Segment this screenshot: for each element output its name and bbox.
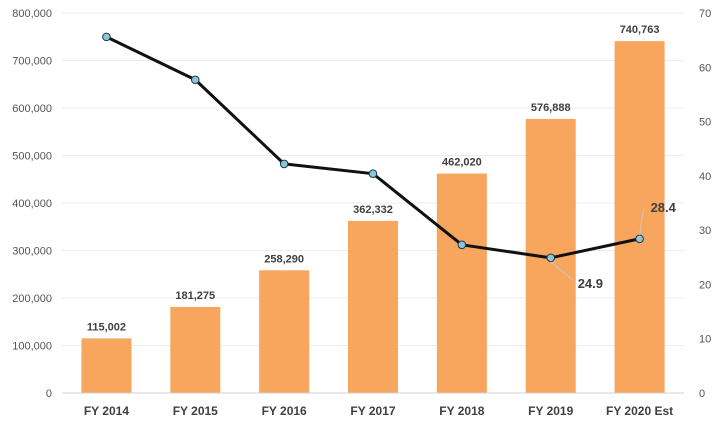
x-axis-tick-label: FY 2015 xyxy=(173,404,218,418)
bar xyxy=(170,306,221,393)
x-axis-tick-label: FY 2017 xyxy=(350,404,395,418)
bar-data-label: 181,275 xyxy=(175,290,215,302)
left-axis-tick-label: 400,000 xyxy=(12,198,52,210)
line-point xyxy=(368,169,378,178)
right-axis: 0 10 20 30 40 50 60 70 xyxy=(699,8,711,400)
line-point xyxy=(546,253,556,263)
left-axis-tick-label: 800,000 xyxy=(12,8,52,20)
bar-data-label: 740,763 xyxy=(620,24,660,36)
bar xyxy=(614,41,665,393)
bar xyxy=(259,270,310,393)
x-axis-tick-label: FY 2020 Est xyxy=(606,404,673,418)
right-axis-tick-label: 20 xyxy=(699,279,711,291)
bar-data-label: 115,002 xyxy=(87,321,126,333)
right-axis-tick-label: 60 xyxy=(699,62,711,74)
bar xyxy=(348,220,398,393)
bar xyxy=(81,338,132,393)
right-axis-tick-label: 30 xyxy=(699,225,711,237)
right-axis-tick-label: 0 xyxy=(699,388,705,400)
line-series xyxy=(102,32,644,263)
right-axis-tick-label: 70 xyxy=(699,8,711,20)
line-point xyxy=(190,75,200,85)
left-axis-tick-label: 0 xyxy=(46,388,52,400)
bar-data-label: 462,020 xyxy=(442,157,482,169)
right-axis-tick-label: 10 xyxy=(699,334,711,346)
gridlines xyxy=(62,12,684,394)
line-data-label: 28.4 xyxy=(651,200,677,215)
left-axis: 0 100,000 200,000 300,000 400,000 500,000 600,… xyxy=(12,8,52,400)
x-axis-tick-label: FY 2019 xyxy=(528,404,573,418)
x-axis-tick-label: FY 2014 xyxy=(84,404,129,418)
left-axis-tick-label: 500,000 xyxy=(12,151,52,163)
left-axis-tick-label: 300,000 xyxy=(12,246,52,258)
right-axis-tick-label: 50 xyxy=(699,117,711,129)
line-point xyxy=(635,234,644,244)
data-labels: 115,002 181,275 258,290 362,332 462,020 576,8… xyxy=(87,24,677,333)
left-axis-tick-label: 600,000 xyxy=(12,103,52,115)
line-point xyxy=(279,159,289,169)
bar-data-label: 258,290 xyxy=(264,253,304,265)
left-axis-tick-label: 200,000 xyxy=(12,293,52,305)
right-axis-tick-label: 40 xyxy=(699,171,711,183)
line-point xyxy=(102,32,111,42)
bar-series xyxy=(81,41,665,393)
x-axis: FY 2014 FY 2015 FY 2016 FY 2017 FY 2018 FY 20… xyxy=(62,392,684,418)
left-axis-tick-label: 100,000 xyxy=(12,341,52,353)
x-axis-tick-label: FY 2016 xyxy=(262,404,307,418)
x-axis-tick-label: FY 2018 xyxy=(439,404,484,418)
left-axis-tick-label: 700,000 xyxy=(12,56,52,68)
bar xyxy=(436,173,487,393)
line-label-leader xyxy=(639,208,645,235)
bar-data-label: 576,888 xyxy=(531,102,571,114)
line-label-leader xyxy=(550,261,574,281)
line-data-label: 24.9 xyxy=(578,276,603,291)
bar-data-label: 362,332 xyxy=(353,204,393,216)
line-point xyxy=(457,240,467,250)
